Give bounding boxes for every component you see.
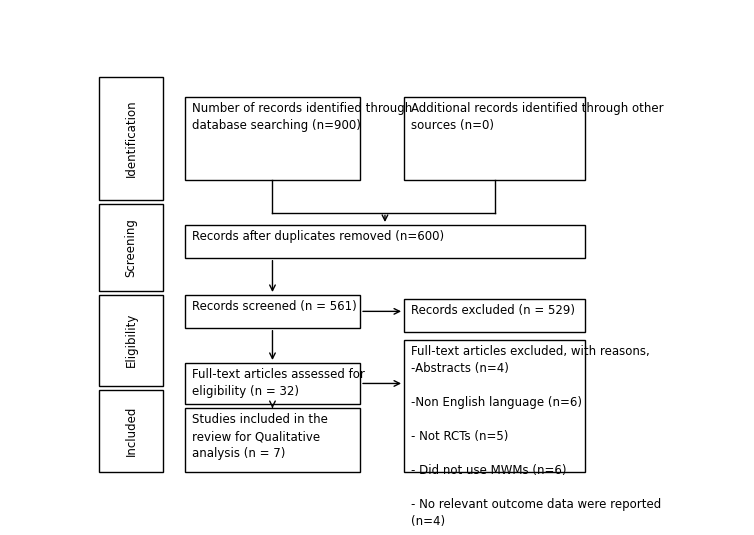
Bar xyxy=(99,77,163,200)
Text: Records screened (n = 561): Records screened (n = 561) xyxy=(192,300,357,313)
Text: Full-text articles excluded, with reasons,
-Abstracts (n=4)

-Non English langua: Full-text articles excluded, with reason… xyxy=(411,345,661,535)
Bar xyxy=(404,97,585,180)
Bar xyxy=(99,204,163,291)
Bar xyxy=(185,225,585,258)
Bar xyxy=(99,389,163,472)
Bar xyxy=(185,295,360,328)
Text: Eligibility: Eligibility xyxy=(124,313,137,368)
Bar xyxy=(185,363,360,404)
Bar xyxy=(99,295,163,386)
Bar xyxy=(404,340,585,472)
Text: Identification: Identification xyxy=(124,100,137,177)
Bar xyxy=(404,299,585,332)
Text: Records after duplicates removed (n=600): Records after duplicates removed (n=600) xyxy=(192,230,444,243)
Bar xyxy=(185,408,360,472)
Text: Studies included in the
review for Qualitative
analysis (n = 7): Studies included in the review for Quali… xyxy=(192,413,328,460)
Text: Records excluded (n = 529): Records excluded (n = 529) xyxy=(411,304,575,317)
Bar xyxy=(185,97,360,180)
Text: Included: Included xyxy=(124,406,137,456)
Text: Additional records identified through other
sources (n=0): Additional records identified through ot… xyxy=(411,102,664,132)
Text: Number of records identified through
database searching (n=900): Number of records identified through dat… xyxy=(192,102,412,132)
Text: Screening: Screening xyxy=(124,218,137,277)
Text: Full-text articles assessed for
eligibility (n = 32): Full-text articles assessed for eligibil… xyxy=(192,368,365,398)
